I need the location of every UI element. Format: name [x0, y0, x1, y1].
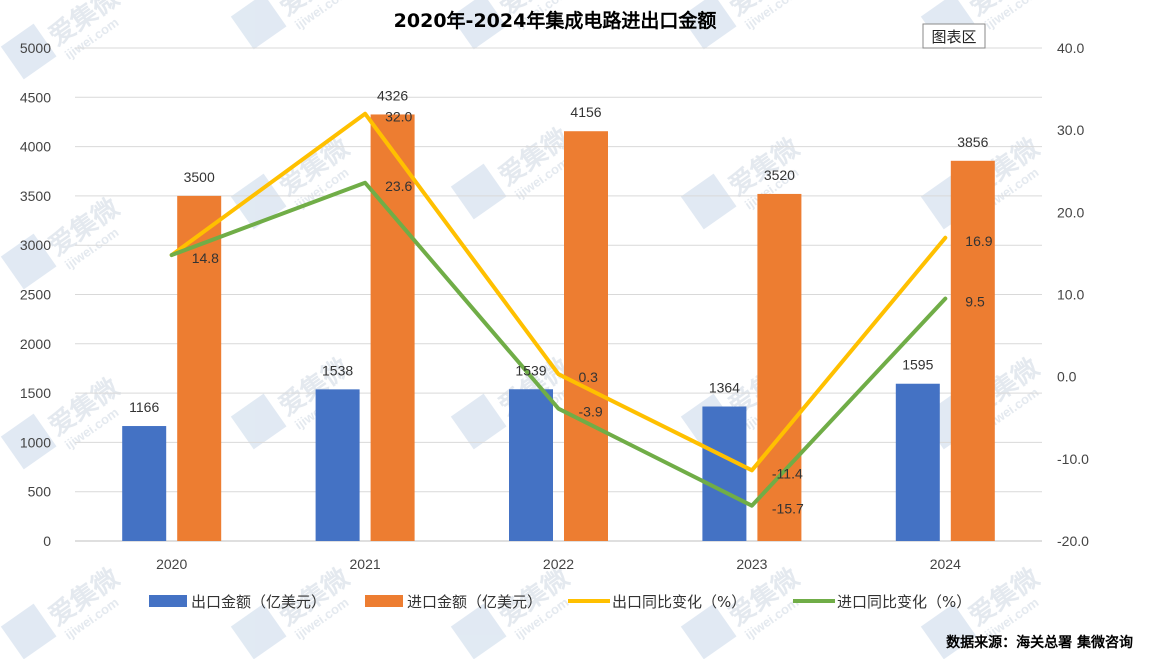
bar-export	[895, 383, 940, 541]
left-tick-label: 500	[28, 484, 52, 500]
bar-import	[950, 160, 995, 541]
bar-export	[702, 406, 747, 541]
bar-value-label: 4326	[377, 87, 408, 103]
left-tick-label: 2000	[20, 336, 51, 352]
watermark-logo-icon	[0, 603, 57, 659]
watermark-logo-icon	[450, 163, 507, 220]
x-tick-label: 2023	[736, 556, 767, 572]
bar-value-label: 3520	[764, 167, 795, 183]
x-tick-label: 2020	[156, 556, 187, 572]
legend-swatch	[149, 595, 187, 607]
line-series	[169, 111, 948, 508]
left-axis: 0 500 1000 1500 2000 2500 3000 3500 4000 4500 5000	[20, 40, 51, 549]
left-tick-label: 3000	[20, 237, 51, 253]
bar-value-label: 1539	[515, 362, 546, 378]
line-value-label: 0.3	[579, 369, 599, 385]
legend[interactable]: 出口金额（亿美元） 进口金额（亿美元） 出口同比变化（%） 进口同比变化（%）	[149, 593, 971, 611]
left-tick-label: 4000	[20, 139, 51, 155]
legend-entry: 出口金额（亿美元）	[191, 593, 326, 611]
line-value-label: -11.4	[772, 465, 803, 481]
x-tick-label: 2021	[350, 556, 381, 572]
line-value-label: 16.9	[965, 233, 992, 249]
left-tick-label: 1000	[20, 434, 51, 450]
watermark-logo-icon	[450, 603, 507, 659]
watermark-logo-icon	[450, 0, 507, 50]
right-tick-label: 30.0	[1057, 122, 1084, 138]
chart-area-button[interactable]: 图表区	[922, 23, 986, 49]
line-value-label: 23.6	[385, 178, 412, 194]
line-value-label: -3.9	[579, 404, 603, 420]
left-tick-label: 0	[43, 533, 51, 549]
line-value-label: 32.0	[385, 109, 412, 125]
left-tick-label: 1500	[20, 385, 51, 401]
watermark-logo-icon	[450, 393, 507, 450]
watermark-logo-icon	[230, 603, 287, 659]
left-tick-label: 3500	[20, 188, 51, 204]
chart-area-button-frame	[922, 23, 986, 49]
bar-import	[564, 131, 608, 542]
right-tick-label: 10.0	[1057, 287, 1084, 303]
watermark-logo-icon	[920, 603, 977, 659]
bar-series	[122, 114, 995, 542]
right-tick-label: 20.0	[1057, 204, 1084, 220]
left-tick-label: 4500	[20, 89, 51, 105]
right-tick-label: 40.0	[1057, 40, 1084, 56]
watermark-logo-icon	[0, 413, 57, 470]
bar-export	[315, 389, 360, 541]
data-labels: 1166 1538 1539 1364 1595 3500 4326 4156 3520 3856…	[129, 87, 993, 516]
watermark-logo-icon	[680, 603, 737, 659]
watermark-logo-icon	[0, 233, 57, 290]
watermark-logo-icon	[680, 0, 737, 50]
bar-value-label: 1364	[709, 380, 740, 396]
line-value-label: 9.5	[965, 294, 985, 310]
chart-area-button-label: 图表区	[931, 28, 976, 46]
bar-value-label: 3856	[957, 134, 988, 150]
bar-value-label: 4156	[570, 104, 601, 120]
legend-entry: 出口同比变化（%）	[612, 593, 746, 611]
line-export-yoy	[169, 111, 948, 473]
bar-value-label: 1595	[902, 357, 933, 373]
line-value-label: 14.8	[192, 250, 219, 266]
watermark-logo-icon	[230, 0, 287, 50]
line-import-yoy	[169, 180, 948, 508]
x-axis: 2020 2021 2022 2023 2024	[75, 540, 1042, 572]
bar-import	[177, 195, 222, 541]
watermark-logo-icon	[230, 393, 287, 450]
x-tick-label: 2024	[930, 556, 961, 572]
legend-swatch	[365, 595, 403, 607]
x-tick-label: 2022	[543, 556, 574, 572]
bar-import	[370, 114, 415, 542]
legend-entry: 进口同比变化（%）	[837, 593, 971, 611]
left-tick-label: 5000	[20, 40, 51, 56]
watermark-logo-icon	[680, 173, 737, 230]
bar-import	[757, 193, 802, 542]
right-axis: -20.0 -10.0 0.0 10.0 20.0 30.0 40.0	[1057, 40, 1089, 549]
bar-export	[509, 389, 553, 541]
watermark-logo-icon	[0, 23, 57, 80]
bar-value-label: 1538	[322, 362, 353, 378]
bar-value-label: 1166	[129, 399, 159, 415]
legend-entry: 进口金额（亿美元）	[407, 593, 542, 611]
right-tick-label: -20.0	[1057, 533, 1089, 549]
right-tick-label: 0.0	[1057, 369, 1077, 385]
bar-export	[122, 426, 167, 541]
line-value-label: -15.7	[772, 501, 804, 517]
bar-value-label: 3500	[184, 169, 215, 185]
left-tick-label: 2500	[20, 287, 51, 303]
source-note: 数据来源：海关总署 集微咨询	[946, 634, 1133, 651]
right-tick-label: -10.0	[1057, 451, 1089, 467]
chart-title: 2020年-2024年集成电路进出口金额	[394, 9, 717, 32]
